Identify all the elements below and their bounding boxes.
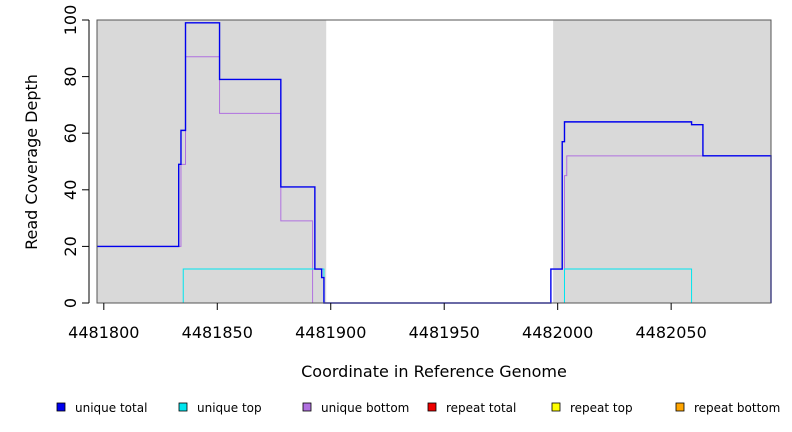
y-tick-label: 40	[61, 180, 80, 200]
x-tick-label: 4482000	[522, 323, 593, 342]
legend-item: repeat top	[551, 401, 633, 415]
legend-label: unique top	[197, 401, 262, 415]
legend-label: repeat top	[570, 401, 633, 415]
legend: unique total unique top unique bottom repea…	[56, 401, 780, 415]
x-axis: 4481800 4481850 4481900 4481950 4482000 44820…	[68, 303, 707, 342]
x-tick-label: 4481800	[68, 323, 139, 342]
x-tick-label: 4481950	[409, 323, 480, 342]
legend-swatch	[551, 402, 561, 412]
shaded-regions	[97, 20, 771, 303]
y-tick-label: 100	[61, 5, 80, 36]
legend-item: repeat total	[427, 401, 516, 415]
shaded-region-1	[97, 20, 327, 303]
legend-item: unique top	[178, 401, 262, 415]
x-tick-label: 4481900	[295, 323, 366, 342]
legend-item: unique total	[56, 401, 147, 415]
legend-label: unique bottom	[321, 401, 409, 415]
legend-label: repeat bottom	[694, 401, 780, 415]
x-axis-title: Coordinate in Reference Genome	[301, 362, 567, 381]
legend-swatch	[56, 402, 66, 412]
legend-swatch	[675, 402, 685, 412]
shaded-region-2	[553, 20, 771, 303]
legend-swatch	[302, 402, 312, 412]
x-tick-label: 4482050	[636, 323, 707, 342]
y-tick-label: 20	[61, 236, 80, 256]
legend-item: unique bottom	[302, 401, 409, 415]
y-tick-label: 60	[61, 123, 80, 143]
legend-swatch	[427, 402, 437, 412]
legend-label: repeat total	[446, 401, 516, 415]
legend-swatch	[178, 402, 188, 412]
y-axis-title: Read Coverage Depth	[22, 74, 41, 250]
legend-item: repeat bottom	[675, 401, 780, 415]
y-tick-label: 80	[61, 66, 80, 86]
plot-frame	[96, 19, 772, 304]
y-axis: 0 20 40 60 80 100	[61, 5, 90, 308]
x-tick-label: 4481850	[182, 323, 253, 342]
legend-label: unique total	[75, 401, 147, 415]
y-tick-label: 0	[61, 298, 80, 308]
series-line-unique-total	[97, 22, 772, 304]
